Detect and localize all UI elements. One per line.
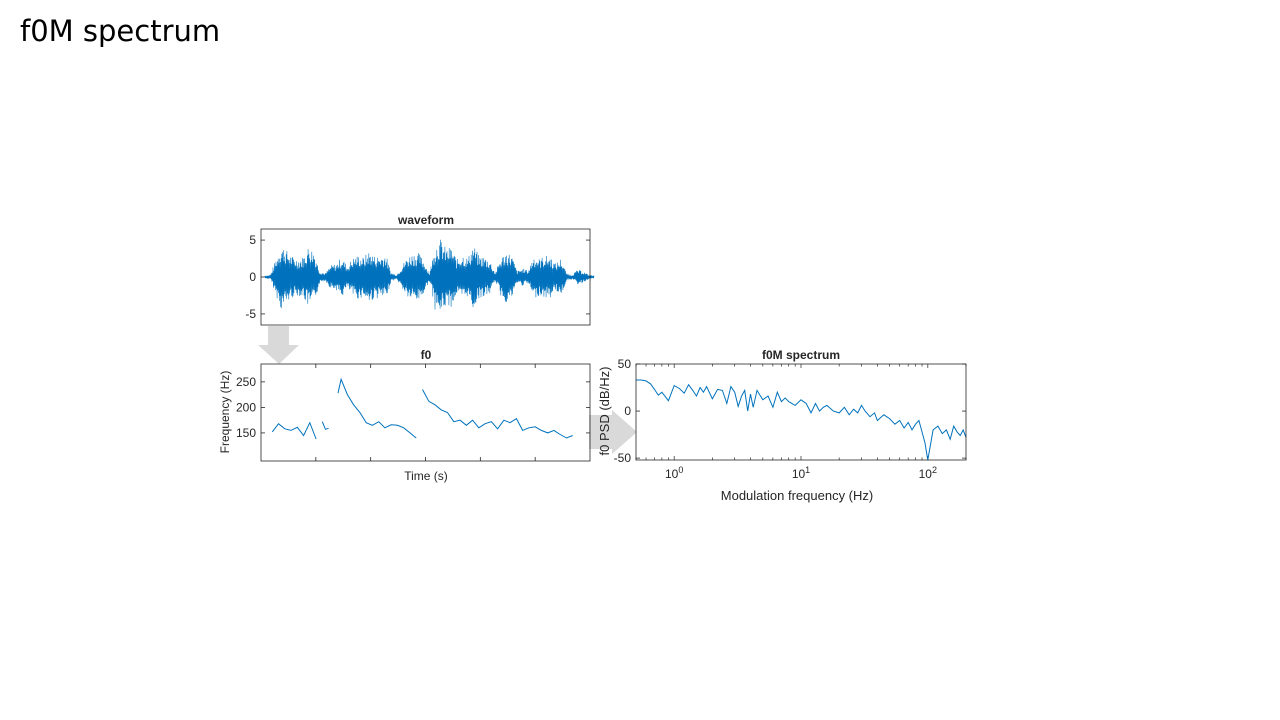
spectrum-y-tick-label: 50	[618, 357, 632, 371]
spectrum-title: f0M spectrum	[762, 348, 840, 362]
waveform-axes-box	[260, 228, 591, 326]
spectrum-panel: f0M spectrum 50 0 -50 100 101 102 Modulation…	[597, 348, 967, 503]
spectrum-y-tick-label: -50	[614, 451, 632, 465]
waveform-y-tick-label: 0	[249, 270, 256, 284]
f0-yaxis: 250 200 150	[236, 375, 590, 440]
spectrum-x-tick-label: 102	[919, 465, 937, 481]
waveform-series	[264, 239, 595, 310]
f0-y-tick-label: 150	[236, 426, 256, 440]
waveform-panel: waveform 5 0 -5	[245, 213, 595, 326]
spectrum-yaxis: 50 0 -50	[614, 357, 966, 465]
f0-title: f0	[421, 348, 432, 362]
waveform-y-tick-label: -5	[245, 307, 256, 321]
f0-segment-0	[271, 421, 317, 440]
spectrum-ylabel: f0 PSD (dB/Hz)	[597, 367, 612, 456]
f0-segment-2	[337, 377, 417, 439]
f0-y-tick-label: 250	[236, 375, 256, 389]
f0-xaxis	[315, 364, 536, 461]
slide-title: f0M spectrum	[20, 14, 221, 48]
waveform-y-tick-label: 5	[249, 233, 256, 247]
spectrum-xaxis: 100 101 102	[635, 364, 967, 481]
f0-ylabel: Frequency (Hz)	[218, 371, 232, 454]
spectrum-series	[636, 379, 967, 461]
spectrum-xlabel: Modulation frequency (Hz)	[721, 488, 873, 503]
f0-panel: f0 250 200 150 Time (s) Frequency (Hz)	[218, 348, 591, 483]
f0-y-tick-label: 200	[236, 400, 256, 414]
f0-xlabel: Time (s)	[404, 469, 448, 483]
spectrum-x-tick-label: 101	[792, 465, 810, 481]
spectrum-axes-box	[635, 363, 967, 461]
f0-segment-1	[321, 421, 329, 430]
spectrum-x-tick-label: 100	[665, 465, 683, 481]
f0-segment-3	[422, 389, 573, 439]
f0-axes-box	[260, 363, 591, 462]
waveform-title: waveform	[397, 213, 454, 227]
arrow-right	[589, 410, 637, 454]
waveform-yaxis: 5 0 -5	[245, 233, 590, 321]
arrow-down	[258, 326, 299, 364]
f0-series	[271, 377, 573, 440]
spectrum-y-tick-label: 0	[624, 404, 631, 418]
